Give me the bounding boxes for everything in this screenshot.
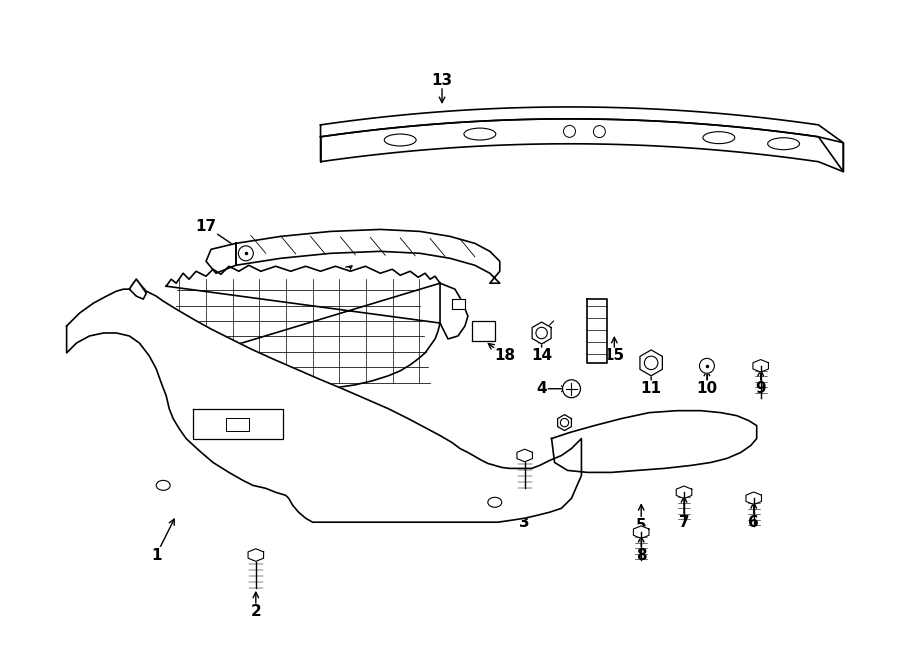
Polygon shape	[320, 107, 843, 172]
Polygon shape	[753, 360, 769, 372]
Circle shape	[562, 380, 580, 398]
Circle shape	[561, 418, 569, 427]
Text: 16: 16	[328, 269, 349, 284]
Text: 12: 12	[295, 381, 316, 396]
Ellipse shape	[768, 137, 799, 149]
Circle shape	[563, 126, 575, 137]
Ellipse shape	[384, 134, 416, 146]
Polygon shape	[676, 486, 692, 498]
Text: 9: 9	[755, 381, 766, 396]
Polygon shape	[67, 279, 581, 522]
Circle shape	[644, 356, 658, 369]
Polygon shape	[558, 414, 572, 430]
Polygon shape	[640, 350, 662, 376]
Polygon shape	[532, 322, 551, 344]
Polygon shape	[320, 119, 843, 172]
Text: 7: 7	[679, 515, 689, 529]
Text: 2: 2	[250, 604, 261, 619]
Polygon shape	[452, 299, 465, 309]
Polygon shape	[440, 283, 468, 339]
Text: 5: 5	[636, 518, 646, 533]
Text: 13: 13	[431, 73, 453, 87]
Polygon shape	[588, 299, 608, 363]
Polygon shape	[552, 410, 757, 473]
Text: 4: 4	[536, 381, 547, 396]
Ellipse shape	[464, 128, 496, 140]
Text: 3: 3	[519, 515, 530, 529]
Polygon shape	[166, 265, 440, 394]
Circle shape	[536, 327, 547, 338]
Text: 11: 11	[641, 381, 662, 396]
Circle shape	[593, 126, 606, 137]
Circle shape	[699, 358, 715, 373]
Text: 8: 8	[636, 547, 646, 563]
Text: 10: 10	[697, 381, 717, 396]
Polygon shape	[236, 229, 500, 283]
Polygon shape	[634, 526, 649, 539]
Text: 17: 17	[195, 219, 217, 234]
Circle shape	[238, 246, 253, 261]
Polygon shape	[206, 243, 236, 273]
Ellipse shape	[703, 132, 734, 143]
Polygon shape	[746, 492, 761, 504]
Text: 14: 14	[531, 348, 553, 364]
Polygon shape	[517, 449, 533, 462]
Text: 18: 18	[494, 348, 516, 364]
Ellipse shape	[488, 497, 502, 507]
Ellipse shape	[157, 481, 170, 490]
Text: 6: 6	[748, 515, 759, 529]
Text: 15: 15	[604, 348, 625, 364]
Text: 1: 1	[151, 547, 161, 563]
Polygon shape	[130, 279, 147, 299]
Polygon shape	[248, 549, 264, 561]
Polygon shape	[472, 321, 495, 341]
